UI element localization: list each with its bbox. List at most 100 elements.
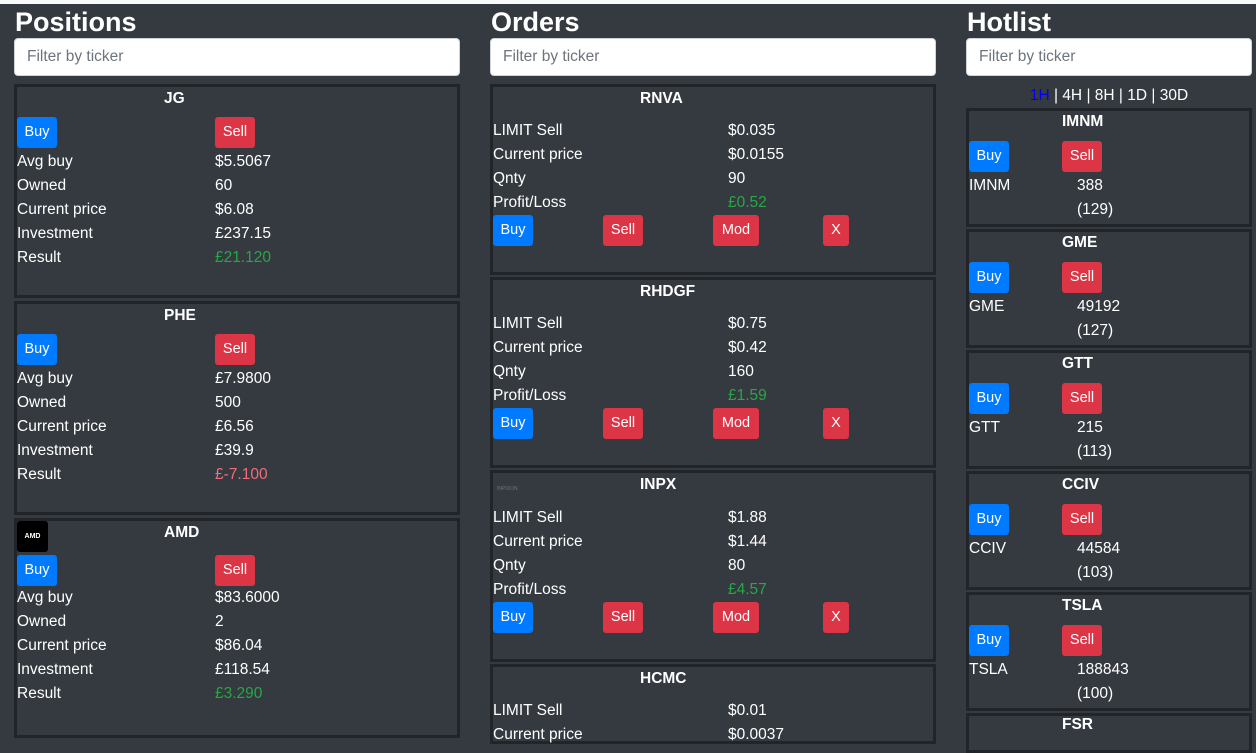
result-value: £-7.100 — [215, 466, 268, 483]
hotlist-symbol: TSLA — [969, 661, 1008, 678]
hotlist-card: GME Buy Sell GME 49192 (127) — [966, 229, 1252, 348]
profit-loss-label: Profit/Loss — [493, 581, 567, 598]
current-price-value: $0.42 — [728, 339, 767, 356]
inpx-logo: INPIXON — [497, 486, 518, 492]
limit-price-value: $0.01 — [728, 702, 767, 719]
sell-button[interactable]: Sell — [1062, 141, 1102, 172]
sell-button[interactable]: Sell — [1062, 383, 1102, 414]
positions-filter-input[interactable] — [14, 38, 460, 76]
owned-value: 500 — [215, 394, 241, 411]
mod-button[interactable]: Mod — [713, 602, 759, 633]
order-card: RNVA LIMIT Sell $0.035 Current price $0.… — [490, 84, 936, 275]
investment-label: Investment — [17, 225, 93, 242]
current-price-value: $86.04 — [215, 637, 263, 654]
hotlist-rank: (127) — [1077, 322, 1114, 339]
current-price-label: Current price — [17, 201, 107, 218]
cancel-order-button[interactable]: X — [823, 602, 849, 633]
hotlist-card: IMNM Buy Sell IMNM 388 (129) — [966, 108, 1252, 227]
avg-buy-label: Avg buy — [17, 370, 73, 387]
current-price-label: Current price — [17, 418, 107, 435]
order-type-label: LIMIT Sell — [493, 509, 563, 526]
hotlist-rank: (129) — [1077, 201, 1114, 218]
investment-value: £39.9 — [215, 442, 254, 459]
timeframe-separator: | — [1082, 87, 1095, 104]
sell-button[interactable]: Sell — [603, 602, 643, 633]
buy-button[interactable]: Buy — [969, 262, 1009, 293]
profit-loss-value: £1.59 — [728, 387, 767, 404]
positions-column: Positions — [14, 4, 460, 76]
position-card: JG Buy Sell Avg buy $5.5067 Owned 60 Cur… — [14, 84, 460, 298]
owned-label: Owned — [17, 394, 67, 411]
profit-loss-value: £0.52 — [728, 194, 767, 211]
order-ticker: RNVA — [640, 90, 683, 107]
result-value: £21.120 — [215, 249, 272, 266]
hotlist-title: Hotlist — [967, 7, 1051, 37]
sell-button[interactable]: Sell — [215, 555, 255, 586]
current-price-label: Current price — [17, 637, 107, 654]
avg-buy-value: $83.6000 — [215, 589, 280, 606]
hotlist-card: GTT Buy Sell GTT 215 (113) — [966, 350, 1252, 469]
owned-label: Owned — [17, 613, 67, 630]
cancel-order-button[interactable]: X — [823, 215, 849, 246]
position-card: AMD AMD Buy Sell Avg buy $83.6000 Owned … — [14, 518, 460, 738]
cancel-order-button[interactable]: X — [823, 408, 849, 439]
timeframe-1d[interactable]: 1D — [1127, 87, 1148, 104]
mod-button[interactable]: Mod — [713, 408, 759, 439]
hotlist-count: 49192 — [1077, 298, 1121, 315]
hotlist-symbol: IMNM — [969, 177, 1011, 194]
hotlist-symbol: CCIV — [969, 540, 1007, 557]
sell-button[interactable]: Sell — [1062, 625, 1102, 656]
buy-button[interactable]: Buy — [969, 383, 1009, 414]
mod-button[interactable]: Mod — [713, 215, 759, 246]
current-price-label: Current price — [493, 339, 583, 356]
limit-price-value: $0.035 — [728, 122, 776, 139]
orders-filter-input[interactable] — [490, 38, 936, 76]
timeframe-4h[interactable]: 4H — [1062, 87, 1083, 104]
timeframe-30d[interactable]: 30D — [1159, 87, 1189, 104]
order-type-label: LIMIT Sell — [493, 122, 563, 139]
avg-buy-value: £7.9800 — [215, 370, 272, 387]
buy-button[interactable]: Buy — [969, 141, 1009, 172]
hotlist-count: 215 — [1077, 419, 1103, 436]
hotlist-symbol: GME — [969, 298, 1005, 315]
profit-loss-label: Profit/Loss — [493, 387, 567, 404]
investment-value: £118.54 — [215, 661, 270, 678]
buy-button[interactable]: Buy — [17, 334, 57, 365]
buy-button[interactable]: Buy — [17, 555, 57, 586]
qnty-value: 160 — [728, 363, 754, 380]
avg-buy-value: $5.5067 — [215, 153, 272, 170]
order-type-label: LIMIT Sell — [493, 702, 563, 719]
order-card: INPIXON INPX LIMIT Sell $1.88 Current pr… — [490, 470, 936, 662]
sell-button[interactable]: Sell — [1062, 262, 1102, 293]
hotlist-column: Hotlist — [966, 4, 1252, 76]
hotlist-ticker: TSLA — [1062, 597, 1103, 614]
current-price-value: $1.44 — [728, 533, 767, 550]
sell-button[interactable]: Sell — [603, 215, 643, 246]
order-type-label: LIMIT Sell — [493, 315, 563, 332]
qnty-label: Qnty — [493, 557, 526, 574]
timeframe-selector: 1H | 4H | 8H | 1D | 30D — [966, 86, 1252, 106]
hotlist-ticker: IMNM — [1062, 113, 1104, 130]
sell-button[interactable]: Sell — [603, 408, 643, 439]
timeframe-1h[interactable]: 1H — [1029, 87, 1050, 104]
current-price-value: $0.0037 — [728, 726, 785, 743]
sell-button[interactable]: Sell — [215, 117, 255, 148]
timeframe-8h[interactable]: 8H — [1094, 87, 1115, 104]
sell-button[interactable]: Sell — [215, 334, 255, 365]
position-card: PHE Buy Sell Avg buy £7.9800 Owned 500 C… — [14, 301, 460, 515]
current-price-label: Current price — [493, 146, 583, 163]
buy-button[interactable]: Buy — [969, 625, 1009, 656]
hotlist-card: CCIV Buy Sell CCIV 44584 (103) — [966, 471, 1252, 590]
sell-button[interactable]: Sell — [1062, 504, 1102, 535]
buy-button[interactable]: Buy — [17, 117, 57, 148]
amd-logo: AMD — [17, 521, 48, 552]
hotlist-rank: (113) — [1077, 443, 1113, 460]
hotlist-filter-input[interactable] — [966, 38, 1252, 76]
buy-button[interactable]: Buy — [493, 602, 533, 633]
buy-button[interactable]: Buy — [969, 504, 1009, 535]
buy-button[interactable]: Buy — [493, 408, 533, 439]
hotlist-count: 188843 — [1077, 661, 1129, 678]
buy-button[interactable]: Buy — [493, 215, 533, 246]
hotlist-rank: (100) — [1077, 685, 1114, 702]
order-ticker: HCMC — [640, 670, 687, 687]
